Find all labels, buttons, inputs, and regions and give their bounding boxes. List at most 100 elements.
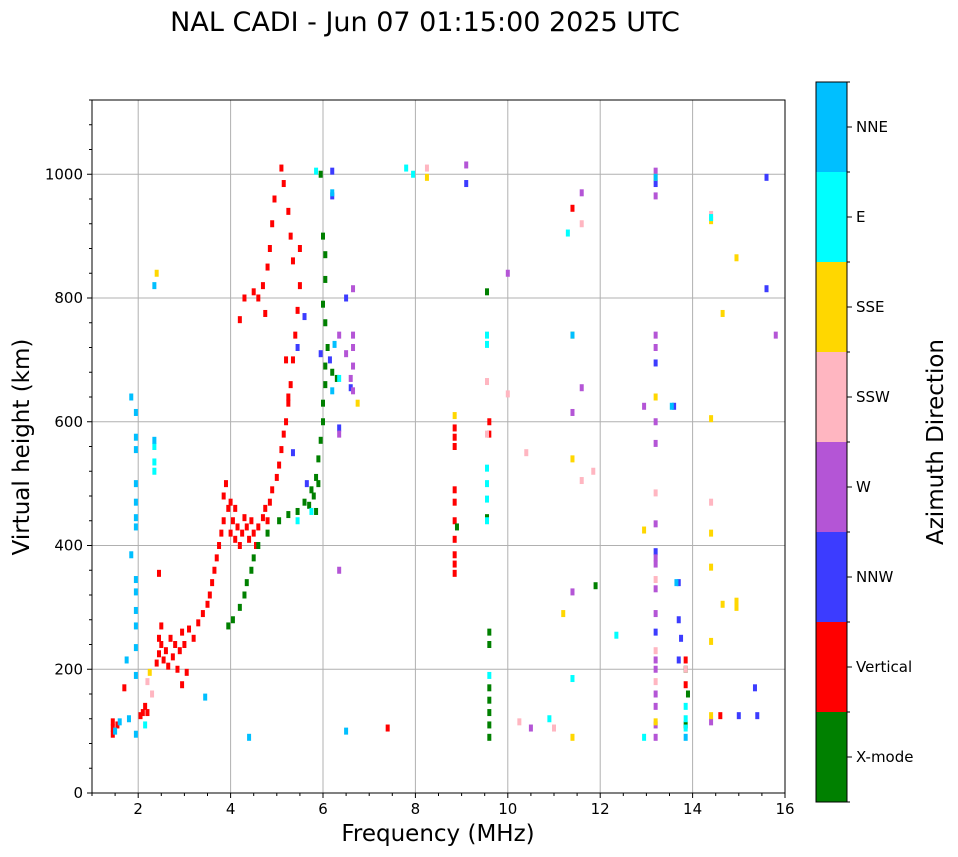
echo-x-mode xyxy=(311,492,316,500)
echo-nne xyxy=(330,387,335,395)
echo-vertical xyxy=(228,498,233,506)
echo-x-mode xyxy=(295,507,300,515)
echo-w xyxy=(653,702,658,710)
echo-nne xyxy=(152,436,157,444)
echo-vertical xyxy=(286,207,291,215)
echo-x-mode xyxy=(454,523,459,531)
echo-sse xyxy=(734,597,739,605)
echo-vertical xyxy=(260,514,265,522)
echo-w xyxy=(653,167,658,175)
echo-w xyxy=(351,362,356,370)
echo-vertical xyxy=(223,480,228,488)
echo-ssw xyxy=(653,678,658,686)
echo-w xyxy=(653,192,658,200)
echo-w xyxy=(570,588,575,596)
echo-vertical xyxy=(115,721,120,729)
echo-e xyxy=(614,631,619,639)
echo-x-mode xyxy=(249,566,254,574)
echo-nnw xyxy=(348,384,353,392)
echo-vertical xyxy=(570,204,575,212)
echo-nne xyxy=(152,282,157,290)
echo-nnw xyxy=(755,712,760,720)
echo-e xyxy=(143,721,148,729)
echo-vertical xyxy=(279,164,284,172)
echo-e xyxy=(314,167,319,175)
colorbar-swatch xyxy=(816,352,847,442)
echo-vertical xyxy=(256,523,261,531)
echo-nne xyxy=(332,340,337,348)
echo-nnw xyxy=(676,579,681,587)
x-tick-label: 2 xyxy=(133,800,143,818)
echo-vertical xyxy=(175,665,180,673)
echo-vertical xyxy=(237,316,242,324)
echo-vertical xyxy=(226,504,231,512)
echo-nne xyxy=(113,727,118,735)
echo-e xyxy=(485,517,490,525)
echo-e xyxy=(565,229,570,237)
echo-vertical xyxy=(182,641,187,648)
echo-x-mode xyxy=(323,381,328,389)
echo-w xyxy=(773,331,778,339)
echo-e xyxy=(570,675,575,683)
echo-vertical xyxy=(254,542,259,549)
echo-vertical xyxy=(270,220,275,228)
colorbar-tick-label: X-mode xyxy=(856,748,913,766)
echo-nnw xyxy=(318,350,323,358)
echo-sse xyxy=(709,529,714,537)
echo-vertical xyxy=(156,650,161,658)
echo-e xyxy=(152,467,157,475)
echo-vertical xyxy=(170,653,175,661)
echo-nnw xyxy=(464,180,469,188)
echo-vertical xyxy=(265,517,270,525)
echo-w xyxy=(653,418,658,426)
echo-w xyxy=(653,656,658,664)
echo-sse xyxy=(734,254,739,262)
echo-nne xyxy=(133,606,138,614)
echo-vertical xyxy=(251,288,256,296)
echo-nne xyxy=(133,576,138,584)
echo-vertical xyxy=(240,529,245,537)
echo-e xyxy=(485,340,490,348)
x-axis-ticks: 2 4 6 8 10 12 14 16 xyxy=(91,793,795,818)
echo-vertical xyxy=(290,257,295,265)
echo-x-mode xyxy=(487,696,492,704)
echo-sse xyxy=(355,399,360,407)
echo-vertical xyxy=(205,600,210,608)
colorbar-swatch xyxy=(816,262,847,352)
echo-nnw xyxy=(327,356,332,364)
echo-vertical xyxy=(385,724,390,732)
echo-vertical xyxy=(207,591,212,599)
echo-nnw xyxy=(653,359,658,367)
echo-x-mode xyxy=(237,603,242,611)
echo-vertical xyxy=(214,554,219,562)
echo-nne xyxy=(133,644,138,652)
echo-w xyxy=(653,690,658,698)
echo-nne xyxy=(203,693,208,701)
echo-e xyxy=(404,164,409,172)
echo-vertical xyxy=(452,433,457,441)
echo-nnw xyxy=(337,424,342,432)
echo-vertical xyxy=(196,619,201,627)
echo-x-mode xyxy=(487,641,492,648)
echo-x-mode xyxy=(487,684,492,692)
echo-x-mode xyxy=(314,473,319,481)
echo-nnw xyxy=(679,634,684,642)
echo-nne xyxy=(129,551,134,559)
echo-x-mode xyxy=(244,579,249,587)
echo-nnw xyxy=(302,313,307,321)
chart-title: NAL CADI - Jun 07 01:15:00 2025 UTC xyxy=(170,7,680,38)
echo-nnw xyxy=(653,180,658,188)
echo-x-mode xyxy=(487,721,492,729)
echo-ssw xyxy=(709,498,714,506)
echo-sse xyxy=(561,610,566,618)
x-tick-label: 8 xyxy=(411,800,421,818)
echo-vertical xyxy=(210,579,215,587)
colorbar-swatch xyxy=(816,442,847,532)
echo-vertical xyxy=(122,684,127,692)
echo-x-mode xyxy=(286,511,291,519)
echo-x-mode xyxy=(685,690,690,698)
echo-vertical xyxy=(184,668,189,676)
echo-w xyxy=(653,665,658,673)
x-tick-label: 4 xyxy=(226,800,236,818)
echo-nnw xyxy=(653,628,658,636)
